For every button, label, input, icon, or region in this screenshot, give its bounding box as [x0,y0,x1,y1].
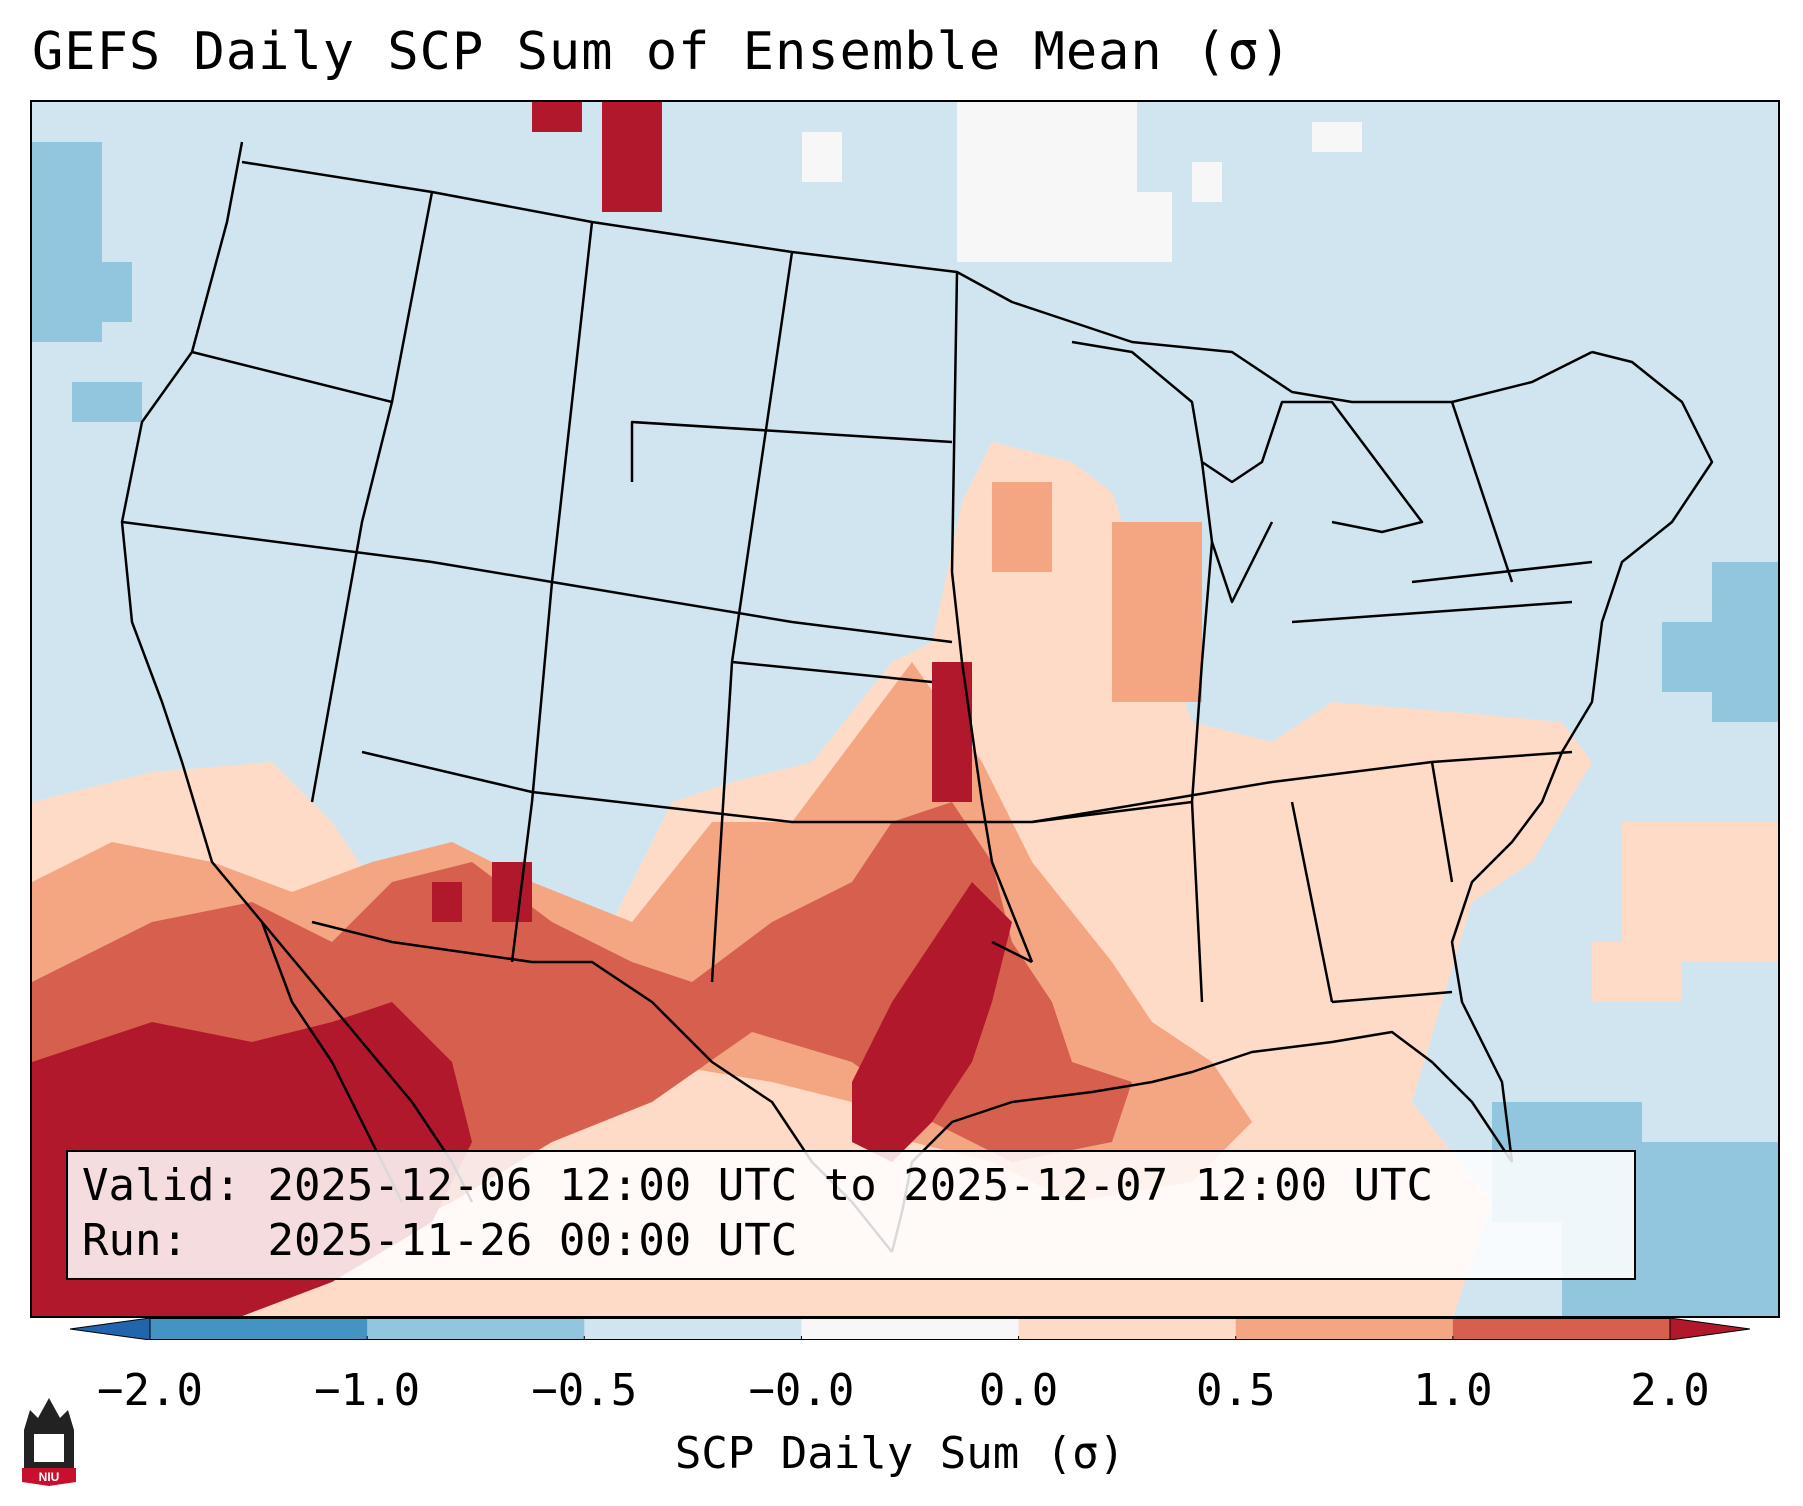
valid-run-box: Valid: 2025-12-06 12:00 UTC to 2025-12-0… [66,1150,1636,1280]
colorbar-bin [801,1318,1020,1340]
run-value: 2025-11-26 00:00 UTC [267,1215,798,1266]
colorbar-bin [1452,1318,1671,1340]
valid-label: Valid: [82,1160,241,1211]
valid-line: Valid: 2025-12-06 12:00 UTC to 2025-12-0… [82,1158,1620,1213]
colorbar-tick-label: 2.0 [1630,1365,1710,1416]
colorbar-bin [367,1318,585,1340]
colorbar-tick-label: −0.0 [748,1365,855,1416]
neutral-field [802,102,1362,262]
colorbar-tick-label: 1.0 [1413,1365,1493,1416]
logo-window-icon [34,1434,64,1462]
colorbar [70,1318,1750,1340]
colorbar-tick-label: −2.0 [97,1365,203,1416]
run-line: Run: 2025-11-26 00:00 UTC [82,1213,1620,1268]
colorbar-bins [149,1318,1671,1340]
colorbar-tick-label: 0.5 [1195,1365,1276,1416]
niu-logo: NIU [22,1398,76,1486]
map-svg [32,102,1778,1316]
colorbar-tick-label: 0.0 [978,1365,1059,1416]
colorbar-under-triangle [70,1318,151,1340]
colorbar-bin [1018,1318,1237,1340]
logo-text: NIU [39,1470,60,1484]
colorbar-bin [1235,1318,1454,1340]
chart-title: GEFS Daily SCP Sum of Ensemble Mean (σ) [32,22,1292,82]
logo-banner-icon [22,1468,76,1486]
map-panel [30,100,1780,1318]
colorbar-tick-label: −0.5 [531,1365,638,1416]
colorbar-label: SCP Daily Sum (σ) [674,1428,1126,1479]
run-label: Run: [82,1215,188,1266]
colorbar-tick-label: −1.0 [314,1365,421,1416]
colorbar-over-triangle [1669,1318,1750,1340]
colorbar-bin [584,1318,802,1340]
valid-value: 2025-12-06 12:00 UTC to 2025-12-07 12:00… [267,1160,1434,1211]
colorbar-bin [150,1318,368,1340]
